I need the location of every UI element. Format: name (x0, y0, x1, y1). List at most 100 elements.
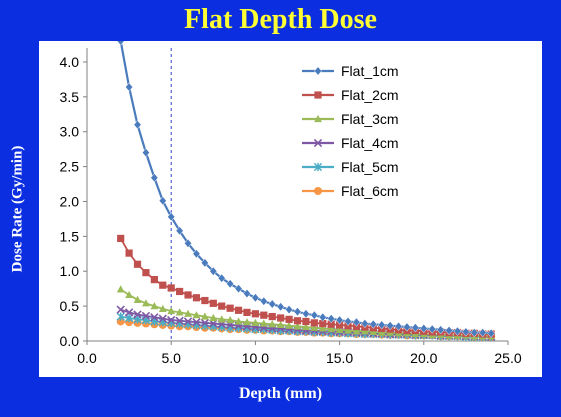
data-point (158, 196, 167, 206)
data-point (285, 321, 293, 329)
y-tick-label: 1.5 (60, 228, 80, 244)
data-point (175, 308, 184, 316)
data-point (209, 319, 218, 328)
data-point (352, 327, 361, 335)
y-tick-label: 3.5 (60, 89, 80, 105)
data-point (117, 234, 125, 243)
x-tick-label: 5.0 (161, 350, 181, 366)
y-axis-label: Dose Rate (Gy/min) (9, 145, 26, 273)
data-point (183, 317, 193, 326)
data-point (268, 312, 276, 321)
data-point (116, 36, 125, 46)
data-point (327, 314, 336, 324)
data-point (209, 299, 217, 307)
data-point (142, 148, 150, 158)
data-point (310, 323, 319, 331)
legend-label: Flat_2cm (341, 87, 399, 103)
data-point (167, 212, 176, 222)
data-point (192, 317, 201, 327)
legend-swatch-marker (314, 66, 322, 76)
data-point (310, 319, 318, 327)
data-point (192, 311, 201, 319)
data-point (344, 326, 352, 334)
data-point (133, 260, 142, 268)
data-point (369, 319, 378, 329)
data-point (209, 266, 218, 276)
data-point (125, 82, 134, 92)
data-point (209, 313, 218, 322)
data-point (436, 325, 445, 335)
data-point (302, 317, 310, 326)
axes: 0.0 0.5 1.0 1.5 2.0 2.5 3.0 3.5 4.0 0.0 5.0 10.0 15.… (60, 48, 522, 366)
data-point (487, 328, 496, 338)
data-point (302, 322, 310, 331)
chart: 0.0 0.5 1.0 1.5 2.0 2.5 3.0 3.5 4.0 0.0 5.0 10.0 15.… (60, 36, 522, 366)
data-point (268, 320, 277, 328)
data-point (310, 310, 319, 320)
data-point (226, 315, 235, 324)
data-point (318, 324, 327, 332)
data-point (133, 310, 142, 319)
data-point (285, 315, 293, 323)
y-tick-label: 2.5 (60, 159, 80, 175)
legend-swatch-marker (313, 138, 323, 148)
data-point (293, 322, 302, 330)
data-point (158, 314, 167, 323)
legend-label: Flat_1cm (341, 63, 399, 79)
data-point (377, 320, 386, 330)
data-point (445, 325, 453, 336)
data-point (142, 269, 150, 277)
data-point (360, 318, 369, 329)
data-point (259, 319, 268, 327)
data-point (319, 319, 327, 328)
data-point (142, 299, 150, 307)
y-tick-label: 4.0 (60, 54, 80, 70)
data-point (419, 323, 428, 334)
data-point (243, 288, 251, 299)
series-flat-1cm (116, 36, 496, 338)
data-point (184, 309, 192, 317)
data-point (386, 321, 395, 331)
data-point (167, 284, 175, 292)
legend-swatch-marker (314, 187, 322, 195)
data-point (411, 323, 420, 333)
data-point (335, 315, 344, 325)
y-tick-label: 3.0 (60, 124, 80, 140)
data-point (226, 304, 234, 312)
y-tick-label: 2.0 (60, 193, 80, 209)
data-point (251, 318, 260, 326)
data-point (141, 311, 151, 321)
legend-entry-flat-3cm: Flat_3cm (302, 111, 399, 127)
data-point (293, 317, 302, 325)
data-point (360, 327, 369, 335)
data-point (318, 312, 327, 322)
data-point (125, 290, 133, 299)
legend-label: Flat_4cm (341, 135, 399, 151)
data-point (352, 317, 361, 327)
data-point (201, 296, 209, 305)
x-tick-label: 25.0 (494, 350, 521, 366)
data-point (478, 328, 487, 338)
data-point (150, 313, 159, 322)
data-point (116, 285, 125, 293)
data-point (234, 284, 243, 294)
legend-swatch-marker (313, 162, 323, 172)
data-point (251, 310, 259, 318)
data-point (200, 258, 209, 268)
legend-swatch-marker (314, 114, 322, 123)
data-point (377, 328, 386, 336)
data-point (461, 327, 470, 337)
legend-label: Flat_5cm (341, 159, 399, 175)
data-point (369, 327, 378, 336)
data-point (243, 318, 251, 326)
series-layer (116, 36, 496, 341)
data-point (259, 296, 268, 306)
data-point (251, 293, 260, 303)
data-point (133, 120, 142, 130)
legend-label: Flat_3cm (341, 111, 399, 127)
data-point (175, 316, 184, 325)
data-point (192, 249, 201, 259)
data-point (159, 281, 167, 289)
data-point (260, 311, 268, 319)
